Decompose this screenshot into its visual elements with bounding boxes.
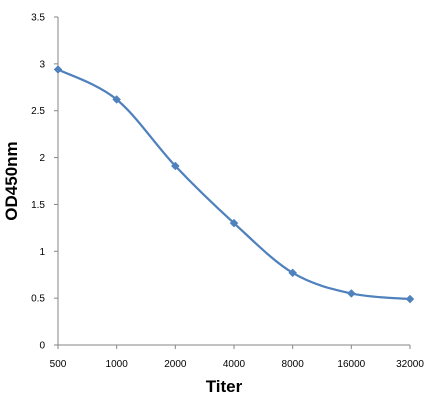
y-tick-label: 1.5: [31, 200, 45, 211]
x-tick-label: 16000: [337, 359, 365, 370]
data-point-2000: [170, 161, 180, 171]
x-tick-label: 32000: [396, 359, 424, 370]
x-tick-label: 4000: [223, 359, 246, 370]
axes: [54, 16, 411, 349]
data-point-1000: [112, 95, 122, 104]
series-line: [56, 68, 412, 301]
x-tick-label: 1000: [106, 359, 129, 370]
x-axis-title: Titer: [206, 377, 243, 396]
y-tick-label: 1: [39, 247, 45, 258]
y-tick-label: 2: [39, 153, 45, 164]
y-tick-label: 0: [39, 341, 45, 352]
data-point-4000: [229, 218, 239, 228]
y-tick-labels: 0 0.5 1 1.5 2 2.5 3 3.5: [31, 13, 45, 352]
y-axis-title: OD450nm: [2, 141, 21, 220]
y-tick-label: 3: [39, 59, 45, 70]
y-tick-label: 2.5: [31, 106, 45, 117]
data-point-8000: [288, 268, 298, 278]
x-tick-labels: 500 1000 2000 4000 8000 16000 32000: [50, 359, 425, 370]
x-tick-label: 2000: [164, 359, 187, 370]
data-point-16000: [346, 289, 356, 298]
data-point-500: [53, 65, 63, 74]
x-tick-label: 8000: [282, 359, 305, 370]
x-tick-label: 500: [50, 359, 67, 370]
y-tick-label: 3.5: [31, 13, 45, 24]
series-layer: [53, 65, 415, 304]
data-point-32000: [405, 294, 415, 304]
y-tick-label: 0.5: [31, 294, 45, 305]
